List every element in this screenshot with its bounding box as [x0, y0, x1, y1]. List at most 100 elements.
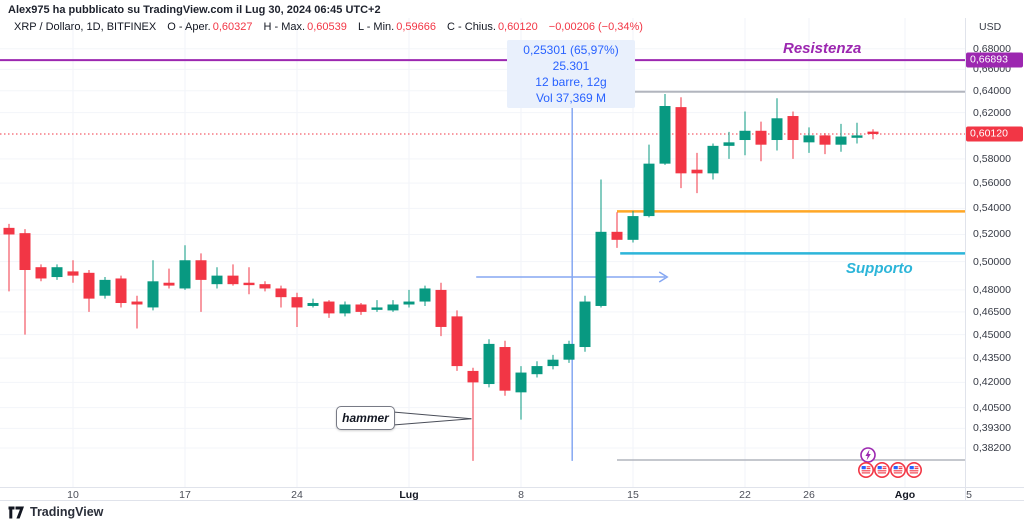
candle[interactable]: [467, 367, 479, 461]
candle[interactable]: [195, 253, 207, 312]
candle[interactable]: [227, 264, 239, 286]
candle-body: [83, 272, 95, 299]
candle-body: [755, 130, 767, 145]
event-flag-canton: [909, 466, 914, 470]
candle[interactable]: [115, 275, 127, 308]
candle[interactable]: [275, 285, 287, 308]
candle[interactable]: [819, 133, 831, 155]
candle[interactable]: [387, 300, 399, 312]
resistance-label[interactable]: Resistenza: [783, 40, 862, 57]
measure-volume: Vol 37,369 M: [535, 91, 607, 105]
candle[interactable]: [547, 354, 559, 370]
candle[interactable]: [83, 270, 95, 312]
candle[interactable]: [419, 285, 431, 306]
candle[interactable]: [531, 361, 543, 378]
candle[interactable]: [675, 97, 687, 189]
candle[interactable]: [659, 93, 671, 165]
candle[interactable]: [515, 366, 527, 420]
candle[interactable]: [499, 340, 511, 396]
tradingview-logo-icon: [8, 506, 24, 518]
price-tick: 0,54000: [973, 202, 1011, 215]
candle-body: [451, 316, 463, 367]
candle[interactable]: [163, 268, 175, 289]
candle[interactable]: [35, 264, 47, 282]
tradingview-attribution[interactable]: TradingView: [8, 505, 103, 519]
candle[interactable]: [179, 245, 191, 290]
close-label: C - Chius.: [447, 21, 496, 33]
candle[interactable]: [867, 129, 879, 140]
candle[interactable]: [835, 123, 847, 152]
candle[interactable]: [403, 289, 415, 308]
candle-body: [259, 284, 271, 289]
candle[interactable]: [19, 229, 31, 335]
candle[interactable]: [691, 152, 703, 194]
candle-body: [595, 231, 607, 306]
candle[interactable]: [211, 267, 223, 289]
candle[interactable]: [627, 210, 639, 243]
candle[interactable]: [307, 298, 319, 308]
candle[interactable]: [355, 303, 367, 315]
support-label[interactable]: Supporto: [846, 260, 913, 277]
price-tick: 0,50000: [973, 255, 1011, 268]
candle-body: [771, 118, 783, 141]
candle[interactable]: [3, 223, 15, 292]
candle-body: [19, 233, 31, 271]
candle-body: [435, 289, 447, 327]
candle[interactable]: [739, 111, 751, 156]
time-tick: 10: [67, 489, 79, 501]
bottom-markers: [857, 447, 922, 478]
price-tick: 0,64000: [973, 84, 1011, 97]
measure-tooltip[interactable]: 0,25301 (65,97%) 25.301 12 barre, 12g Vo…: [507, 40, 635, 108]
candle[interactable]: [803, 127, 815, 153]
candle[interactable]: [451, 310, 463, 371]
attribution-text: Alex975 ha pubblicato su TradingView.com…: [8, 4, 381, 16]
candle[interactable]: [51, 264, 63, 280]
measure-tool[interactable]: [476, 96, 669, 461]
candle-body: [675, 107, 687, 174]
candle[interactable]: [771, 98, 783, 151]
event-icon[interactable]: [889, 461, 906, 478]
candle[interactable]: [787, 111, 799, 159]
time-tick: 22: [739, 489, 751, 501]
event-icon[interactable]: [873, 461, 890, 478]
candle[interactable]: [707, 143, 719, 180]
candle[interactable]: [339, 301, 351, 317]
candle[interactable]: [643, 144, 655, 218]
candle[interactable]: [67, 260, 79, 283]
candle-body: [147, 281, 159, 308]
candle-body: [563, 343, 575, 360]
candle[interactable]: [243, 267, 255, 295]
change-value: −0,00206 (−0,34%): [548, 21, 643, 33]
candle[interactable]: [323, 300, 335, 318]
low-label: L - Min.: [357, 21, 395, 33]
candle[interactable]: [435, 282, 447, 337]
open-label: O - Aper.: [167, 21, 211, 33]
event-flag-canton: [893, 466, 898, 470]
candle[interactable]: [259, 281, 271, 292]
candle[interactable]: [99, 277, 111, 299]
lightning-icon[interactable]: [860, 447, 876, 463]
time-tick: 26: [803, 489, 815, 501]
candle[interactable]: [563, 340, 575, 363]
candle[interactable]: [851, 122, 863, 144]
hammer-label[interactable]: hammer: [336, 406, 395, 430]
price-tick: 0,40500: [973, 401, 1011, 414]
candle-body: [483, 343, 495, 385]
candle[interactable]: [483, 339, 495, 388]
candle[interactable]: [595, 179, 607, 308]
candle[interactable]: [147, 260, 159, 311]
event-icon[interactable]: [905, 461, 922, 478]
candle[interactable]: [723, 131, 735, 159]
candle-body: [835, 136, 847, 145]
candle[interactable]: [755, 121, 767, 162]
candle[interactable]: [291, 292, 303, 327]
candle[interactable]: [611, 212, 623, 248]
candle[interactable]: [131, 295, 143, 329]
event-icon[interactable]: [857, 461, 874, 478]
time-tick: 8: [518, 489, 524, 501]
candle[interactable]: [579, 295, 591, 352]
symbol-legend[interactable]: XRP / Dollaro, 1D, BITFINEX O - Aper. 0,6…: [14, 21, 643, 33]
candle[interactable]: [371, 300, 383, 312]
measure-range: 0,25301 (65,97%) 25.301: [523, 43, 619, 73]
event-flag-canton: [861, 466, 866, 470]
